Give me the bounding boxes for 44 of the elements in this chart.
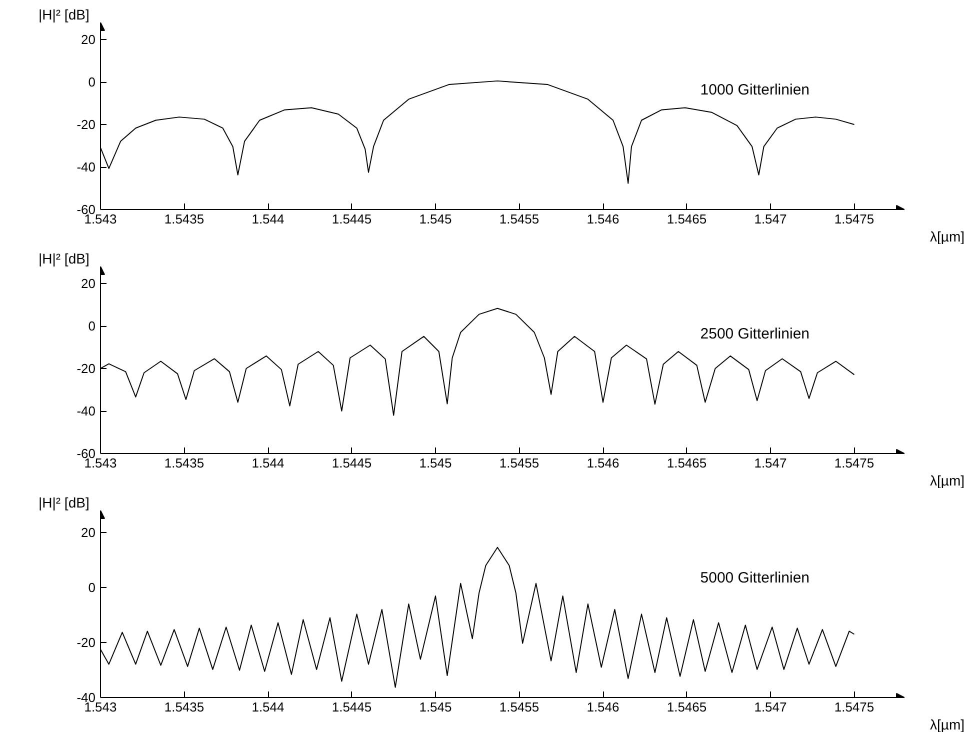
y-tick-label: 0 [88,580,96,595]
x-tick-label: 1.5445 [332,212,372,226]
x-tick-label: 1.545 [419,212,452,226]
x-tick-label: 1.5465 [666,456,707,470]
x-tick-label: 1.5475 [834,700,874,714]
y-tick-label: -20 [76,635,96,650]
x-tick-label: 1.546 [586,456,620,470]
y-axis-title: |H|² [dB] [38,250,90,266]
y-tick-label: 0 [88,318,96,334]
x-tick-label: 1.544 [252,700,284,714]
x-tick-label: 1.5445 [332,700,372,714]
x-tick-label: 1.5455 [499,212,540,226]
y-tick-label: 20 [81,276,96,291]
annotation: 5000 Gitterlinien [700,569,810,586]
y-tick-label: -40 [76,404,96,418]
x-tick-label: 1.547 [754,456,787,470]
x-tick-label: 1.545 [419,700,452,714]
y-tick-label: 20 [81,525,96,540]
x-tick-label: 1.5435 [164,700,204,714]
x-tick-label: 1.545 [419,456,452,470]
x-tick-label: 1.546 [586,212,620,226]
annotation: 1000 Gitterlinien [700,81,810,98]
y-tick-label: -20 [76,117,96,132]
x-tick-label: 1.546 [586,700,620,714]
y-tick-label: -40 [76,160,96,174]
annotation: 2500 Gitterlinien [700,325,810,342]
y-tick-label: 20 [81,32,96,47]
x-tick-label: 1.5475 [834,212,874,226]
x-tick-label: 1.547 [754,212,787,226]
y-tick-label: 0 [88,74,96,90]
x-tick-label: 1.5455 [499,700,540,714]
x-tick-label: 1.544 [252,456,284,470]
x-tick-label: 1.5435 [164,456,204,470]
x-tick-label: 1.5445 [332,456,372,470]
y-tick-label: -20 [76,361,96,376]
x-tick-label: 1.547 [754,700,787,714]
x-tick-label: 1.5465 [666,212,707,226]
x-tick-label: 1.5455 [499,456,540,470]
x-tick-label: 1.544 [252,212,284,226]
x-tick-label: 1.5435 [164,212,204,226]
x-tick-label: 1.5465 [666,700,707,714]
y-axis-title: |H|² [dB] [38,6,90,22]
x-tick-label: 1.5475 [834,456,874,470]
y-axis-title: |H|² [dB] [38,494,90,510]
